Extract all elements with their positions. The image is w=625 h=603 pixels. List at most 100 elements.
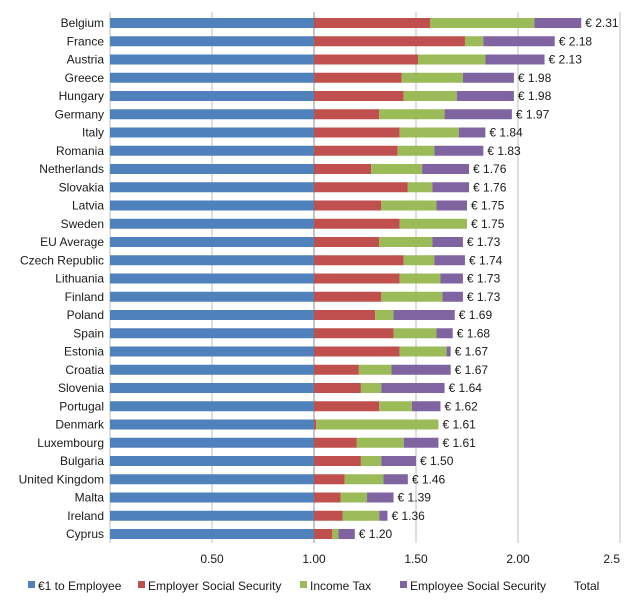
bar-cyprus-employee-social-security bbox=[338, 529, 355, 539]
bar-belgium-employer-social-security bbox=[314, 18, 431, 28]
bar-sweden-eur1-to-employee bbox=[110, 218, 314, 229]
bar-latvia-employee-social-security bbox=[436, 200, 467, 211]
bar-united-kingdom-income-tax bbox=[344, 474, 384, 485]
bar-croatia-employee-social-security bbox=[391, 364, 451, 375]
category-label-belgium: Belgium bbox=[61, 16, 104, 30]
total-label-croatia: € 1.67 bbox=[455, 363, 489, 377]
bar-portugal-employer-social-security bbox=[314, 401, 380, 412]
bar-czech-republic-employee-social-security bbox=[434, 255, 465, 266]
bar-slovenia-employer-social-security bbox=[314, 383, 361, 393]
total-label-italy: € 1.84 bbox=[489, 126, 523, 140]
bar-latvia-eur1-to-employee bbox=[110, 200, 314, 211]
bar-germany-employee-social-security bbox=[444, 109, 512, 120]
total-label-bulgaria: € 1.50 bbox=[420, 454, 454, 468]
category-label-bulgaria: Bulgaria bbox=[60, 454, 104, 468]
bar-lithuania-employer-social-security bbox=[314, 273, 400, 284]
category-label-finland: Finland bbox=[65, 290, 104, 304]
bar-france-employee-social-security bbox=[483, 36, 555, 47]
category-label-croatia: Croatia bbox=[65, 363, 104, 377]
bar-estonia-employer-social-security bbox=[314, 346, 400, 357]
bar-cyprus-eur1-to-employee bbox=[110, 529, 314, 539]
legend-swatch-employer-social-security bbox=[138, 581, 145, 588]
bar-luxembourg-eur1-to-employee bbox=[110, 437, 314, 448]
total-label-portugal: € 1.62 bbox=[444, 399, 478, 413]
category-label-poland: Poland bbox=[67, 308, 104, 322]
bar-croatia-employer-social-security bbox=[314, 364, 359, 375]
category-label-austria: Austria bbox=[67, 53, 105, 67]
bar-estonia-income-tax bbox=[399, 346, 447, 357]
total-label-luxembourg: € 1.61 bbox=[442, 436, 476, 450]
category-label-romania: Romania bbox=[56, 144, 104, 158]
bar-malta-employee-social-security bbox=[367, 492, 394, 503]
bar-belgium-employee-social-security bbox=[534, 18, 582, 28]
total-label-lithuania: € 1.73 bbox=[467, 272, 501, 286]
category-label-slovenia: Slovenia bbox=[58, 381, 104, 395]
legend-label-total: Total bbox=[574, 579, 599, 593]
total-label-denmark: € 1.61 bbox=[442, 418, 476, 432]
bar-croatia-eur1-to-employee bbox=[110, 364, 314, 375]
category-label-ireland: Ireland bbox=[67, 509, 104, 523]
bar-slovenia-employee-social-security bbox=[381, 383, 445, 393]
total-label-romania: € 1.83 bbox=[487, 144, 521, 158]
category-labels: Belgium France Austria Greece Hungary Germany… bbox=[19, 16, 105, 541]
bar-luxembourg-employee-social-security bbox=[403, 437, 439, 448]
bar-denmark-income-tax bbox=[316, 419, 439, 430]
bar-eu-average-income-tax bbox=[379, 237, 433, 247]
bar-austria-employee-social-security bbox=[485, 54, 545, 65]
category-label-lithuania: Lithuania bbox=[55, 272, 104, 286]
bar-finland-eur1-to-employee bbox=[110, 291, 314, 302]
bar-united-kingdom-eur1-to-employee bbox=[110, 474, 314, 485]
total-label-malta: € 1.39 bbox=[398, 491, 432, 505]
bar-spain-employer-social-security bbox=[314, 328, 394, 339]
bar-sweden-income-tax bbox=[399, 218, 467, 229]
bar-denmark-eur1-to-employee bbox=[110, 419, 314, 430]
bar-bulgaria-employee-social-security bbox=[381, 456, 416, 466]
bar-eu-average-employee-social-security bbox=[432, 237, 463, 247]
bar-hungary-employee-social-security bbox=[456, 91, 514, 101]
bar-italy-employer-social-security bbox=[314, 127, 400, 138]
bar-romania-employee-social-security bbox=[434, 145, 484, 156]
category-label-hungary: Hungary bbox=[59, 89, 104, 103]
bar-finland-employee-social-security bbox=[442, 291, 463, 302]
bar-latvia-income-tax bbox=[381, 200, 437, 211]
bar-ireland-employee-social-security bbox=[379, 510, 388, 521]
total-label-hungary: € 1.98 bbox=[518, 89, 552, 103]
bar-netherlands-employee-social-security bbox=[422, 164, 470, 174]
total-label-eu-average: € 1.73 bbox=[467, 235, 501, 249]
total-label-france: € 2.18 bbox=[559, 34, 593, 48]
bar-finland-income-tax bbox=[381, 291, 443, 302]
total-label-poland: € 1.69 bbox=[459, 308, 493, 322]
category-label-eu-average: EU Average bbox=[40, 235, 104, 249]
legend: €1 to Employee Employer Social Security In… bbox=[28, 579, 599, 593]
bar-luxembourg-income-tax bbox=[356, 437, 404, 448]
category-label-united-kingdom: United Kingdom bbox=[19, 472, 104, 486]
bar-netherlands-employer-social-security bbox=[314, 164, 372, 174]
legend-swatch-eur1-to-employee bbox=[28, 581, 35, 588]
x-tick-label-0-50: 0.50 bbox=[200, 552, 224, 566]
bar-malta-eur1-to-employee bbox=[110, 492, 314, 503]
total-label-austria: € 2.13 bbox=[549, 53, 583, 67]
bar-greece-employee-social-security bbox=[462, 72, 514, 83]
total-label-united-kingdom: € 1.46 bbox=[412, 472, 446, 486]
bar-italy-eur1-to-employee bbox=[110, 127, 314, 138]
bar-poland-employee-social-security bbox=[393, 310, 455, 320]
total-label-greece: € 1.98 bbox=[518, 71, 552, 85]
bar-poland-eur1-to-employee bbox=[110, 310, 314, 320]
x-tick-label-1-50: 1.50 bbox=[404, 552, 428, 566]
bar-belgium-income-tax bbox=[430, 18, 535, 28]
category-label-malta: Malta bbox=[75, 491, 105, 505]
total-label-netherlands: € 1.76 bbox=[473, 162, 507, 176]
total-label-ireland: € 1.36 bbox=[391, 509, 425, 523]
bar-czech-republic-employer-social-security bbox=[314, 255, 404, 266]
category-label-luxembourg: Luxembourg bbox=[37, 436, 104, 450]
bar-ireland-income-tax bbox=[342, 510, 380, 521]
bar-cyprus-employer-social-security bbox=[314, 529, 333, 539]
total-label-slovenia: € 1.64 bbox=[449, 381, 483, 395]
bar-united-kingdom-employer-social-security bbox=[314, 474, 345, 485]
total-label-belgium: € 2.31 bbox=[585, 16, 619, 30]
bar-eu-average-employer-social-security bbox=[314, 237, 380, 247]
total-label-finland: € 1.73 bbox=[467, 290, 501, 304]
bar-romania-eur1-to-employee bbox=[110, 145, 314, 156]
bar-latvia-employer-social-security bbox=[314, 200, 382, 211]
bar-germany-income-tax bbox=[379, 109, 445, 120]
